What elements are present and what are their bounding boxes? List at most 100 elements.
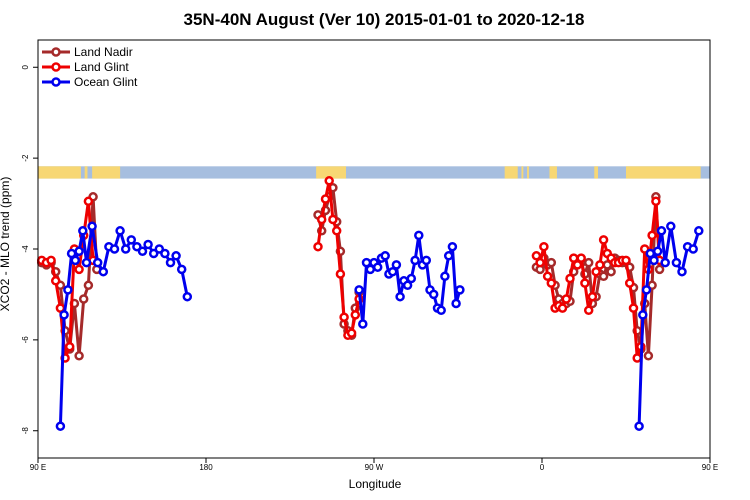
land-strip-segment-5 [521,166,524,179]
ocean-glint-point [660,257,670,268]
ocean-glint-point [171,251,181,261]
land-glint-point [621,255,631,266]
land-glint-point [50,276,61,286]
land-glint-point [324,176,334,186]
ocean-glint-point [354,285,364,295]
land-glint-point [320,194,331,204]
land-glint-point [624,278,635,288]
land-glint-point [350,310,361,320]
land-glint-point [539,241,549,252]
ocean-glint-point [182,291,193,302]
ocean-glint-point [81,257,92,268]
ocean-glint-point [666,221,676,232]
ocean-glint-point [436,305,446,316]
ocean-glint-point [137,246,148,257]
land-nadir-point [606,266,616,277]
ocean-glint-point [410,255,420,266]
land-strip-segment-2 [92,166,121,179]
legend-entry-ocean-glint: Ocean Glint [42,75,138,89]
y-tick-label: -6 [21,336,30,344]
ocean-glint-point [372,262,383,272]
chart-title: 35N-40N August (Ver 10) 2015-01-01 to 20… [184,10,585,29]
x-tick-label: 90 E [702,463,718,472]
x-axis-label: Longitude [349,477,402,491]
ocean-glint-point [671,257,682,268]
ocean-glint-point [358,319,368,329]
land-glint-point [587,291,598,302]
land-glint-point [565,273,575,284]
ocean-glint-point [55,421,66,431]
land-glint-point [542,271,553,282]
land-glint-point [632,353,642,363]
land-glint-point [64,341,75,352]
ocean-glint-point [120,244,131,254]
series-ocean-glint [55,221,704,431]
ocean-glint-point [443,251,454,261]
land-nadir-point [598,271,609,282]
y-axis: 0 -2 -4 -6 -8 [21,64,38,434]
x-tick-label: 180 [199,463,213,472]
land-strip-segment-1 [84,166,88,179]
ocean-glint-point [677,266,687,277]
legend: Land Nadir Land Glint Ocean Glint [42,45,138,89]
ocean-glint-point [78,226,88,236]
land-glint-point [535,257,545,268]
x-tick-label: 0 [540,463,545,472]
ocean-glint-point [428,289,439,300]
ocean-glint-point [126,235,137,245]
ocean-glint-point [406,273,417,284]
x-axis: 90 E 180 90 W 0 90 E [30,458,718,472]
land-glint-point [339,312,349,322]
ocean-glint-point [98,266,109,277]
ocean-glint-point [87,221,97,232]
land-glint-point [595,260,605,270]
land-glint-point [313,241,323,252]
land-strip-segment-4 [504,166,518,179]
land-glint-point [561,294,572,304]
ocean-glint-point [391,260,402,270]
land-glint-point [46,255,56,266]
land-strip-segment-6 [527,166,529,179]
legend-label-land-glint: Land Glint [74,60,129,74]
y-tick-label: -4 [21,245,30,253]
ocean-glint-point [160,248,170,259]
series-land-glint [36,176,665,363]
y-tick-label: 0 [21,64,30,69]
land-glint-point [546,278,557,288]
ocean-glint-point [641,285,652,295]
land-nadir-point [74,351,84,361]
land-glint-point [557,303,568,313]
land-glint-point [316,214,327,225]
land-glint-point [598,235,609,245]
legend-marker-land-glint [51,62,61,72]
land-glint-point [647,230,657,241]
ocean-glint-point [694,226,704,236]
ocean-glint-point [74,246,84,257]
ocean-glint-point [402,280,413,291]
land-glint-point [331,226,342,236]
ocean-glint-point [59,310,69,320]
ocean-glint-point [656,226,667,236]
land-glint-point [651,196,661,207]
land-strip-segment-7 [549,166,557,179]
legend-marker-land-nadir [51,47,61,57]
ocean-glint-point [414,230,424,241]
legend-entry-land-glint: Land Glint [42,60,129,74]
ocean-glint-point [455,285,465,295]
land-glint-point [576,253,586,263]
ocean-glint-point [638,310,648,320]
land-strip-segment-0 [38,166,81,179]
ocean-glint-point [447,241,458,252]
land-strip-segment-9 [626,166,701,179]
ocean-glint-point [63,285,73,295]
land-nadir-point [654,264,665,275]
land-glint-point [591,266,601,277]
land-glint-point [74,264,84,275]
ocean-glint-point [451,298,461,309]
y-axis-label: XCO2 - MLO trend (ppm) [0,177,12,312]
ocean-glint-point [380,251,390,261]
ocean-glint-point [652,246,663,257]
land-nadir-line-2 [535,195,662,358]
ocean-glint-point [70,255,81,266]
ocean-glint-point [176,264,187,275]
